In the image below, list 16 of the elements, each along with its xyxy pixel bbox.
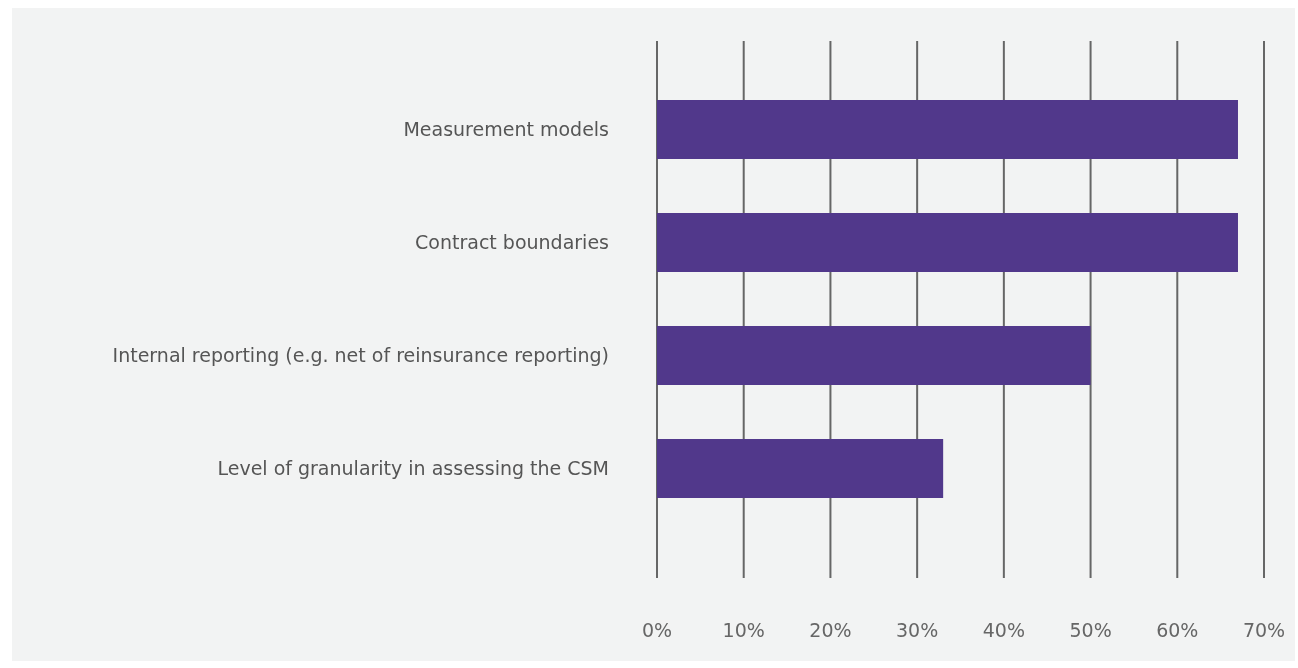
x-tick-label: 70% [1242,619,1286,642]
bar [657,439,944,499]
x-tick-label: 0% [641,619,673,642]
x-tick-label: 40% [982,619,1025,642]
bar [657,326,1091,386]
bar [657,213,1238,273]
x-tick-label: 30% [896,619,939,642]
x-tick-label: 10% [722,619,765,642]
x-tick-label: 60% [1156,619,1199,642]
y-tick-label: Measurement models [403,118,609,141]
x-tick-label: 20% [809,619,852,642]
y-tick-label: Internal reporting (e.g. net of reinsurance reporting) [112,344,609,367]
y-tick-label: Contract boundaries [415,231,609,254]
y-tick-label: Level of granularity in assessing the CSM [217,457,609,480]
x-tick-label: 50% [1069,619,1112,642]
bar [657,100,1238,160]
